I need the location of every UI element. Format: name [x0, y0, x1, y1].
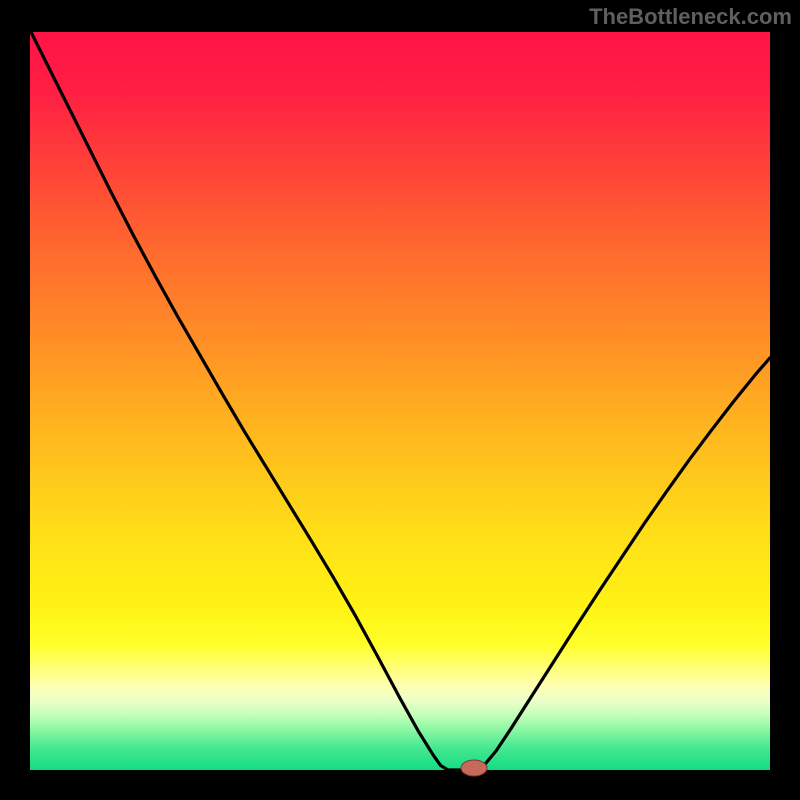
optimal-marker — [461, 760, 487, 776]
plot-top-cap — [30, 30, 770, 32]
attribution-label: TheBottleneck.com — [589, 4, 792, 30]
plot-background — [30, 30, 770, 770]
bottleneck-chart — [0, 0, 800, 800]
